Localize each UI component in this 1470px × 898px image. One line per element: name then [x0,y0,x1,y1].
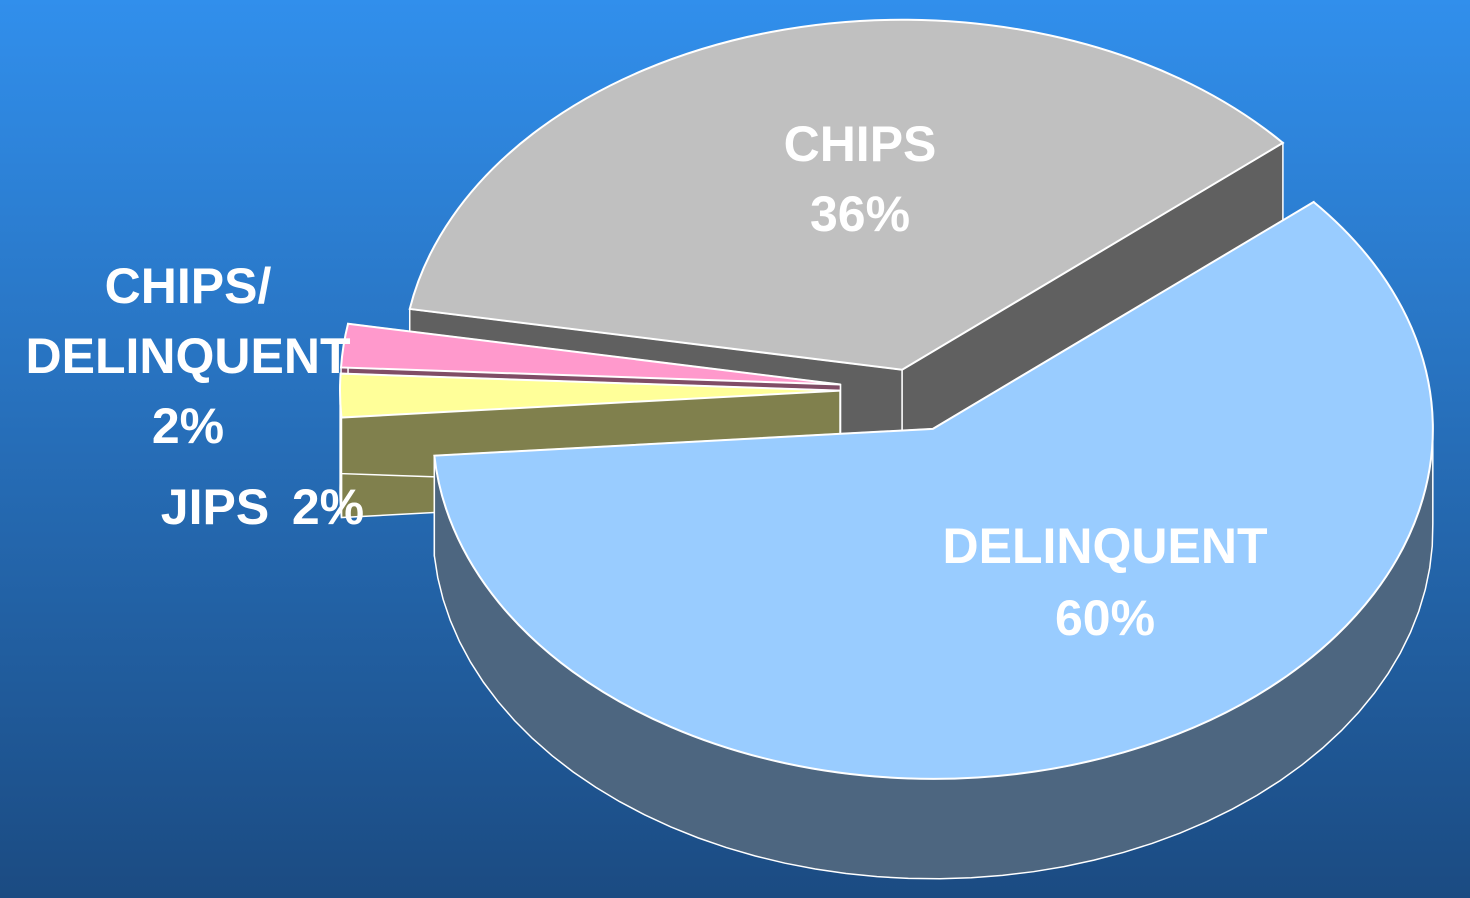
slice-label: JIPS [161,479,269,535]
slice [339,372,841,419]
slice [433,200,1434,780]
label-line: CHIPS/ [105,258,272,314]
slice [408,18,1285,371]
value-label: 2% [292,479,364,535]
slice-label: DELINQUENT [943,518,1268,574]
value-label: 36% [810,186,910,242]
value-label: 2% [152,398,224,454]
label-line: DELINQUENT [26,328,351,384]
value-label: 60% [1055,590,1155,646]
slice [339,322,841,386]
slice-label: CHIPS/DELINQUENT [26,258,351,384]
pie [339,18,1434,880]
labels: CHIPS 36% DELINQUENT 60% JIPS 2% CHIPS/DELINQU… [26,116,1268,646]
slice-label: CHIPS [784,116,937,172]
